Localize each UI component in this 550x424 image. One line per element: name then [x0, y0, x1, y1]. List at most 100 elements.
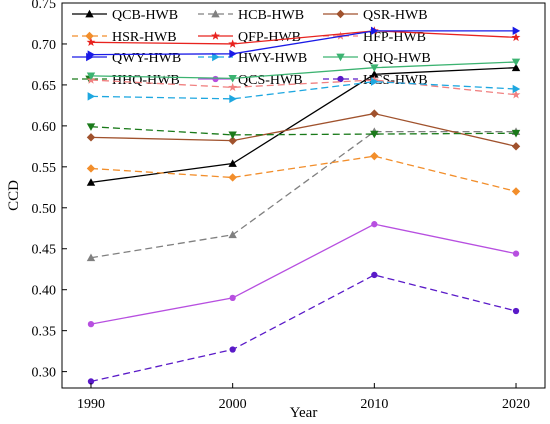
y-tick-label: 0.40	[32, 284, 57, 299]
data-point	[371, 271, 378, 279]
data-point	[87, 320, 95, 328]
series-line	[90, 274, 517, 383]
data-point	[370, 70, 379, 78]
x-tick-label: 2010	[360, 397, 388, 412]
series-line	[90, 80, 517, 100]
data-point	[511, 142, 521, 151]
data-point	[86, 37, 96, 47]
series-hwy-hwb	[87, 77, 521, 104]
y-tick-label: 0.75	[32, 0, 57, 12]
data-point	[228, 136, 237, 145]
data-point	[86, 164, 96, 173]
series-hsr-hwb	[86, 151, 521, 196]
data-point	[511, 187, 521, 196]
data-point	[228, 230, 237, 239]
data-point	[228, 173, 237, 182]
data-point	[86, 133, 96, 142]
y-tick-label: 0.55	[32, 161, 57, 176]
series-qcs-hwb	[87, 221, 520, 328]
legend-entry: HHQ-HWB	[72, 73, 180, 88]
data-point	[229, 49, 237, 58]
series-line	[90, 126, 517, 136]
y-tick-label: 0.45	[32, 243, 57, 258]
data-point	[370, 77, 379, 86]
series-line	[90, 30, 517, 56]
plot-area	[86, 26, 521, 385]
legend-entry: HFP-HWB	[323, 30, 426, 45]
data-point	[512, 250, 520, 257]
series-line	[90, 61, 517, 80]
data-point	[229, 294, 236, 302]
legend-label: QSR-HWB	[363, 8, 428, 23]
y-tick-label: 0.30	[32, 366, 57, 381]
legend-entry: QSR-HWB	[323, 8, 428, 23]
legend-entry: QCB-HWB	[72, 8, 178, 23]
axes: 0.30 0.35 0.40 0.45 0.50 0.55 0.60 0.65 0.70 0.75…	[32, 0, 546, 412]
data-point	[86, 72, 96, 81]
data-point	[370, 130, 379, 139]
data-point	[512, 307, 520, 315]
legend-entry: HCB-HWB	[198, 8, 304, 23]
series-line	[90, 79, 517, 96]
data-point	[229, 346, 236, 353]
legend-marker	[211, 31, 220, 40]
x-tick-label: 2020	[502, 397, 530, 412]
legend-label: QHQ-HWB	[363, 51, 431, 66]
legend-label: QFP-HWB	[238, 30, 301, 45]
series-line	[90, 155, 517, 193]
data-point	[511, 58, 521, 67]
data-point	[512, 26, 521, 36]
legend-marker	[211, 9, 220, 18]
legend-label: QWY-HWB	[112, 51, 181, 66]
legend-marker	[336, 9, 345, 19]
x-tick-label: 1990	[77, 397, 105, 412]
data-point	[228, 159, 237, 167]
data-point	[228, 82, 238, 92]
series-line	[90, 223, 517, 325]
legend-marker	[336, 31, 345, 40]
data-point	[87, 92, 96, 101]
legend-marker	[336, 53, 345, 62]
series-line	[90, 30, 517, 45]
y-tick-label: 0.50	[32, 202, 57, 217]
data-point	[511, 90, 521, 99]
x-tick-label: 2000	[219, 397, 247, 412]
series-qwy-hwb	[87, 26, 521, 59]
legend-label: HCB-HWB	[238, 8, 304, 23]
series-hcs-hwb	[87, 271, 520, 385]
data-point	[228, 39, 238, 48]
series-qhq-hwb	[86, 58, 521, 83]
data-point	[511, 32, 521, 42]
data-point	[86, 123, 96, 131]
legend-marker	[212, 52, 220, 62]
data-point	[370, 109, 379, 118]
data-point	[228, 131, 237, 140]
data-point	[229, 94, 237, 104]
plot-frame	[61, 2, 546, 389]
legend-entry: HWY-HWB	[198, 51, 307, 66]
series-line	[90, 112, 517, 147]
data-point	[371, 221, 378, 228]
legend-entry: QHQ-HWB	[323, 51, 431, 66]
legend-marker	[85, 9, 94, 18]
data-point	[86, 178, 96, 186]
data-point	[87, 378, 95, 385]
x-axis-label: Year	[290, 405, 318, 421]
legend-marker	[85, 31, 94, 41]
legend-label: HWY-HWB	[238, 51, 307, 66]
legend-label: HHQ-HWB	[112, 73, 180, 88]
series-qsr-hwb	[86, 109, 521, 151]
data-point	[228, 75, 237, 83]
legend-entry: QFP-HWB	[198, 30, 301, 45]
data-point	[511, 129, 521, 138]
data-point	[370, 151, 379, 161]
y-tick-label: 0.65	[32, 79, 57, 94]
y-tick-label: 0.35	[32, 325, 57, 340]
data-point	[512, 84, 521, 94]
data-point	[511, 63, 521, 72]
y-tick-label: 0.60	[32, 120, 57, 135]
legend-label: HFP-HWB	[363, 30, 426, 45]
y-tick-label: 0.70	[32, 38, 57, 53]
legend-label: HSR-HWB	[112, 30, 177, 45]
